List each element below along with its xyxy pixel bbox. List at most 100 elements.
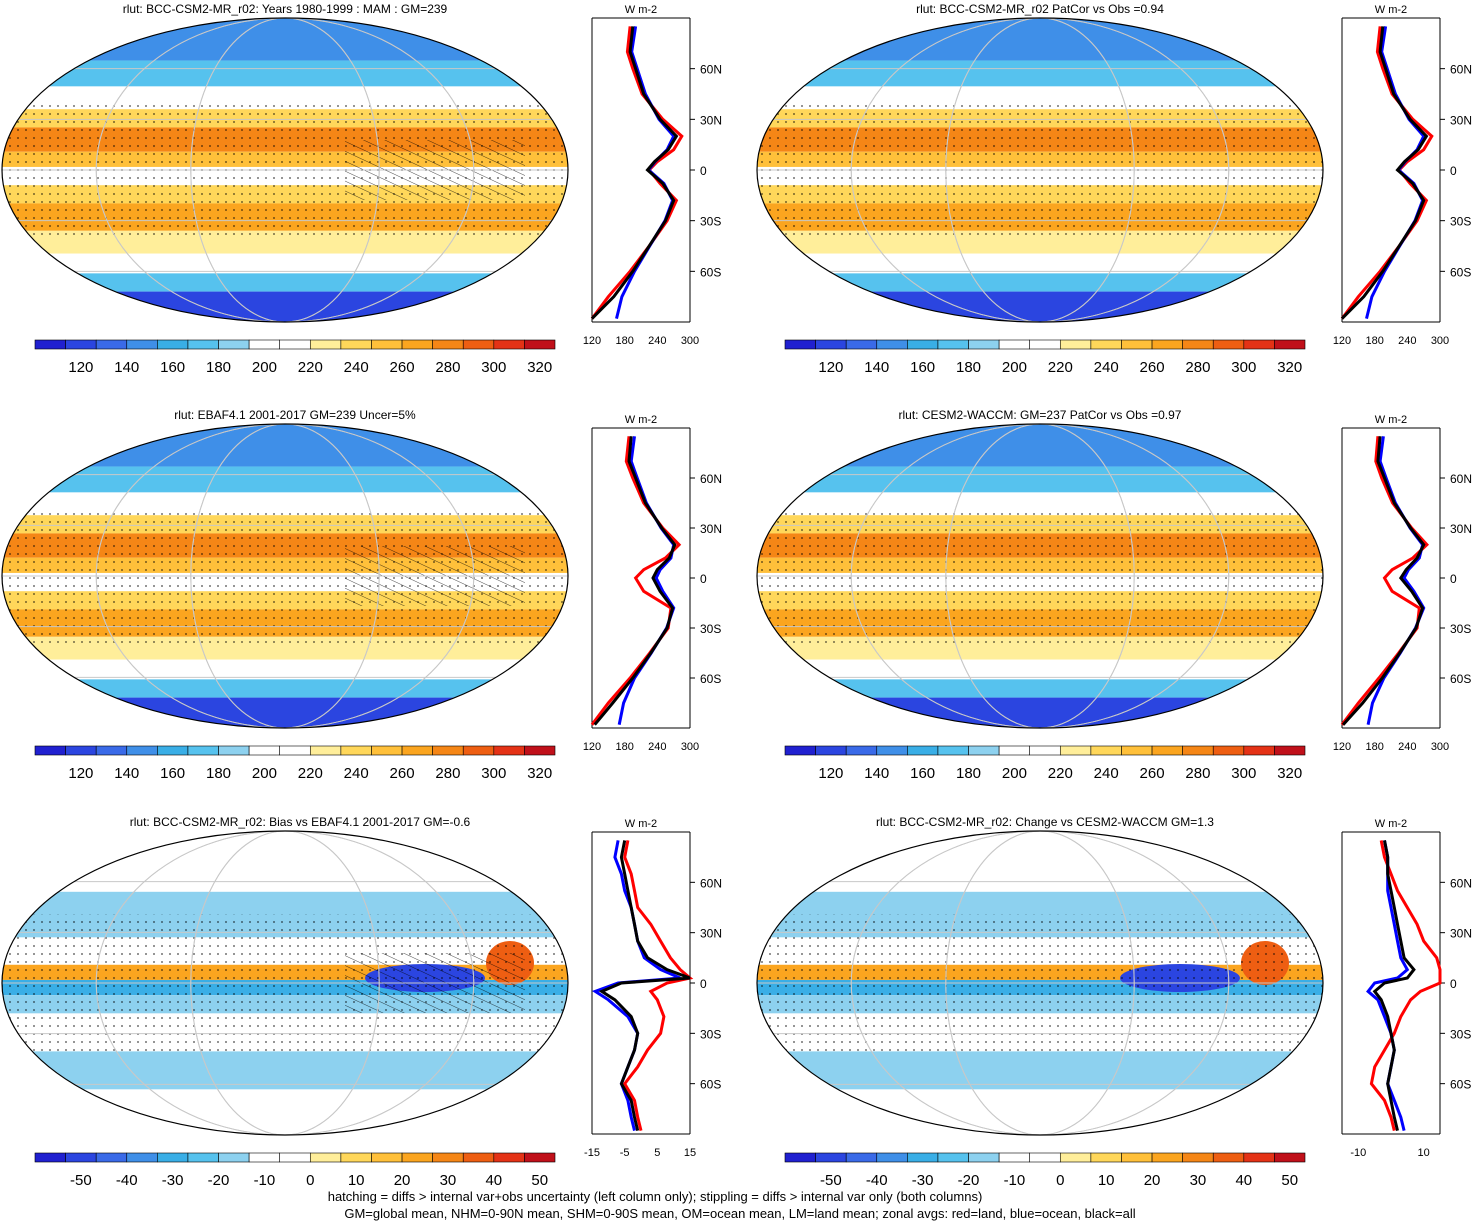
zonal-x-tick-label: -5 — [620, 1147, 630, 1159]
zonal-lat-label: 30S — [1450, 215, 1471, 229]
colorbar-tick-label: 120 — [818, 359, 843, 376]
map-panel-3 — [1, 423, 569, 729]
colorbar-tick-label: 260 — [1140, 765, 1165, 782]
colorbar-tick-label: 30 — [1190, 1172, 1207, 1189]
zonal-lat-label: 0 — [1450, 572, 1457, 586]
colorbar-swatch — [432, 745, 464, 756]
colorbar-tick-label: -30 — [912, 1172, 934, 1189]
panel-title-3: rlut: EBAF4.1 2001-2017 GM=239 Uncer=5% — [174, 408, 416, 422]
zonal-x-tick-label: 180 — [1365, 741, 1383, 753]
colorbar-tick-label: 160 — [160, 765, 185, 782]
colorbar-swatch — [248, 1152, 281, 1163]
colorbar-swatch — [1121, 745, 1153, 756]
colorbar-swatch — [1274, 745, 1306, 756]
map-field — [2, 831, 568, 1135]
colorbar-tick-label: 240 — [1094, 765, 1119, 782]
colorbar-swatch — [157, 339, 189, 350]
colorbar-swatch — [907, 1152, 939, 1163]
colorbar-tick-label: -40 — [116, 1172, 138, 1189]
zonal-lat-label: 60N — [1450, 63, 1472, 77]
colorbar-tick-label: 140 — [114, 765, 139, 782]
colorbar-tick-label: 40 — [1235, 1172, 1252, 1189]
zonal-lat-label: 30S — [1450, 622, 1471, 636]
map-band — [757, 18, 1323, 61]
map-band — [757, 291, 1323, 322]
colorbar-swatch — [493, 745, 525, 756]
colorbar-swatch — [218, 745, 250, 756]
colorbar-swatch — [998, 339, 1031, 350]
map-border — [1, 17, 569, 323]
zonal-x-tick-label: 180 — [615, 335, 633, 347]
map-panel-5 — [1, 830, 569, 1136]
map-band — [757, 679, 1323, 698]
map-band — [757, 466, 1323, 493]
colorbar-swatch — [462, 1152, 495, 1163]
zonal-x-tick-label: -10 — [1350, 1147, 1366, 1159]
colorbar-swatch — [462, 339, 495, 350]
colorbar-swatch — [998, 745, 1031, 756]
footer-line-2: GM=global mean, NHM=0-90N mean, SHM=0-90… — [344, 1206, 1135, 1221]
colorbar-2: 120 140 160 180 200 220 240 260 280 300 320 — [784, 339, 1306, 376]
zonal-line-all — [598, 840, 691, 1131]
colorbar-swatch — [1212, 1152, 1245, 1163]
map-panel-6 — [756, 830, 1324, 1136]
colorbar-tick-label: 120 — [68, 359, 93, 376]
graticule-lon — [95, 831, 475, 1135]
graticule-lon — [850, 831, 1230, 1135]
colorbar-swatch — [524, 1152, 556, 1163]
zonal-x-tick-label: 300 — [1431, 335, 1449, 347]
zonal-lat-label: 60S — [1450, 672, 1471, 686]
map-band — [757, 831, 1323, 892]
colorbar-swatch — [432, 1152, 464, 1163]
map-border — [1, 423, 569, 729]
colorbar-swatch — [65, 1152, 97, 1163]
zonal-lat-label: 30S — [700, 215, 721, 229]
colorbar-swatch — [845, 1152, 878, 1163]
colorbar-swatch — [493, 339, 525, 350]
colorbar-tick-label: 280 — [1185, 765, 1210, 782]
zonal-lat-label: 60S — [1450, 265, 1471, 279]
colorbar-swatch — [784, 339, 816, 350]
colorbar-tick-label: 180 — [206, 359, 231, 376]
map-band — [757, 1089, 1323, 1135]
colorbar-swatch — [126, 1152, 158, 1163]
colorbar-swatch — [493, 1152, 525, 1163]
zonal-line-ocean — [591, 840, 681, 1131]
graticule-lon — [850, 424, 1230, 728]
colorbar-3: 120 140 160 180 200 220 240 260 280 300 320 — [34, 745, 556, 782]
colorbar-swatch — [1212, 745, 1245, 756]
zonal-lat-label: 60N — [1450, 876, 1472, 890]
colorbar-swatch — [126, 745, 158, 756]
zonal-x-tick-label: 120 — [583, 335, 601, 347]
colorbar-tick-label: 220 — [298, 359, 323, 376]
map-panel-4 — [756, 423, 1324, 729]
colorbar-swatch — [187, 339, 219, 350]
panel-title-4: rlut: CESM2-WACCM: GM=237 PatCor vs Obs … — [899, 408, 1182, 422]
zonal-lat-label: 60S — [1450, 1078, 1471, 1092]
colorbar-tick-label: 320 — [1277, 765, 1302, 782]
colorbar-tick-label: -20 — [208, 1172, 230, 1189]
colorbar-swatch — [1029, 339, 1061, 350]
map-band — [2, 831, 568, 892]
colorbar-tick-label: -50 — [70, 1172, 92, 1189]
map-band — [757, 659, 1323, 680]
zonal-lat-label: 30N — [700, 522, 722, 536]
colorbar-tick-label: 240 — [344, 765, 369, 782]
colorbar-swatch — [218, 339, 250, 350]
colorbar-swatch — [1212, 339, 1245, 350]
colorbar-swatch — [968, 339, 1000, 350]
zonal-line-all — [593, 436, 677, 726]
colorbar-swatch — [187, 745, 219, 756]
map-border — [756, 830, 1324, 1136]
map-band — [2, 466, 568, 493]
colorbar-tick-label: 240 — [344, 359, 369, 376]
colorbar-tick-label: 140 — [864, 359, 889, 376]
zonal-x-tick-label: 300 — [681, 335, 699, 347]
map-band — [2, 697, 568, 728]
colorbar-swatch — [1274, 339, 1306, 350]
zonal-x-tick-label: 180 — [615, 741, 633, 753]
colorbar-swatch — [876, 745, 908, 756]
zonal-x-tick-label: 300 — [681, 741, 699, 753]
zonal-lat-label: 60S — [700, 1078, 721, 1092]
panel-title-6: rlut: BCC-CSM2-MR_r02: Change vs CESM2-W… — [876, 815, 1214, 829]
